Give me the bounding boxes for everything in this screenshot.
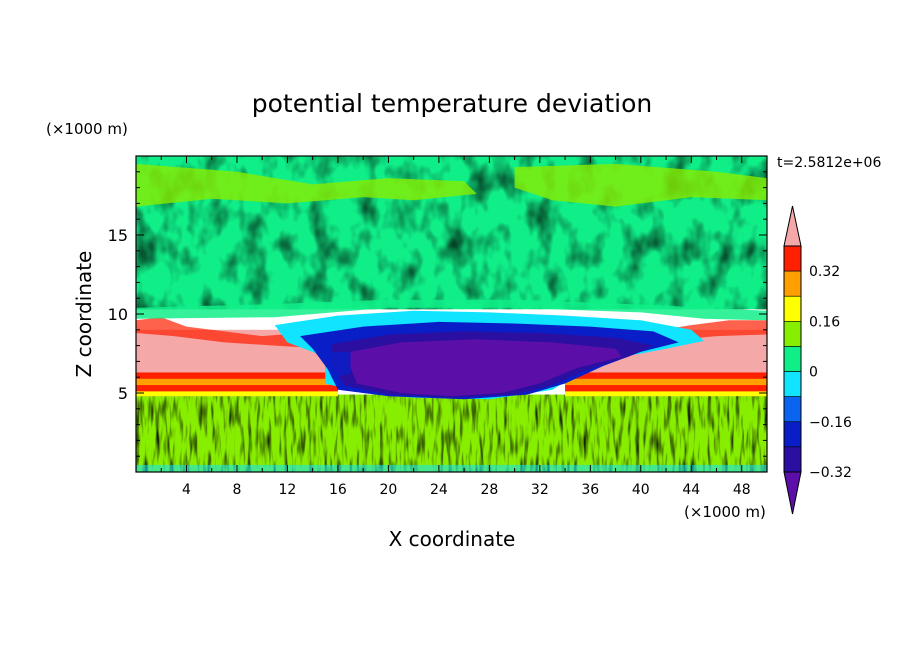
y-unit-label: (×1000 m) (46, 120, 128, 138)
cold-pool-left-lobe (325, 351, 351, 378)
orange-stripe-right (565, 378, 767, 386)
upper-lime-band (136, 163, 477, 207)
colorbar-box (783, 421, 802, 448)
x-tick-label: 44 (682, 482, 700, 498)
colorbar-box (783, 295, 802, 322)
lower-layer-texture (136, 394, 767, 472)
chart-title: potential temperature deviation (252, 89, 652, 118)
colorbar-tick-label: 0 (809, 365, 818, 381)
left-band-edge (136, 317, 326, 349)
x-axis-label: X coordinate (389, 527, 516, 551)
x-tick-label: 20 (379, 482, 397, 498)
colorbar-box (783, 346, 802, 372)
colorbar-tick-label: 0.32 (809, 264, 840, 280)
colorbar-frame (783, 245, 802, 473)
colorbar-box (783, 321, 802, 347)
colorbar-box (783, 371, 802, 397)
cold-pool-core (350, 339, 622, 397)
y-tick-label: 15 (108, 226, 128, 245)
time-label: t=2.5812e+06 (777, 155, 881, 171)
field-layer (136, 156, 767, 472)
upper-lime-band-right (514, 163, 767, 207)
yellow-stripe-right (565, 391, 767, 397)
x-unit-label: (×1000 m) (684, 503, 766, 521)
x-tick-label: 48 (733, 482, 751, 498)
x-tick-label: 28 (480, 482, 498, 498)
colorbar: 0.32 0.16 0 −0.16 −0.32 (783, 205, 852, 515)
y-tick-label: 5 (118, 384, 128, 403)
colorbar-tick-label: 0.16 (809, 314, 840, 330)
yellow-stripe-left (136, 391, 338, 397)
y-axis-label: Z coordinate (72, 251, 96, 378)
x-tick-label: 36 (581, 482, 599, 498)
colorbar-box (783, 446, 802, 473)
colorbar-box (783, 396, 802, 423)
x-tick-label: 16 (329, 482, 347, 498)
colorbar-box (783, 245, 802, 272)
colorbar-tick-label: −0.16 (809, 415, 852, 431)
transition-band (136, 299, 767, 321)
x-tick-label: 32 (531, 482, 549, 498)
colorbar-tick-label: −0.32 (809, 465, 852, 481)
colorbar-extend-top (783, 205, 802, 247)
x-tick-label: 8 (232, 482, 241, 498)
x-tick-label: 40 (632, 482, 650, 498)
x-tick-label: 24 (430, 482, 448, 498)
colorbar-extend-bottom (783, 471, 802, 515)
colorbar-box (783, 270, 802, 297)
y-tick-label: 10 (108, 305, 128, 324)
ground-row (136, 464, 767, 472)
x-tick-label: 4 (182, 482, 191, 498)
orange-stripe-left (136, 378, 338, 386)
x-tick-label: 12 (279, 482, 297, 498)
